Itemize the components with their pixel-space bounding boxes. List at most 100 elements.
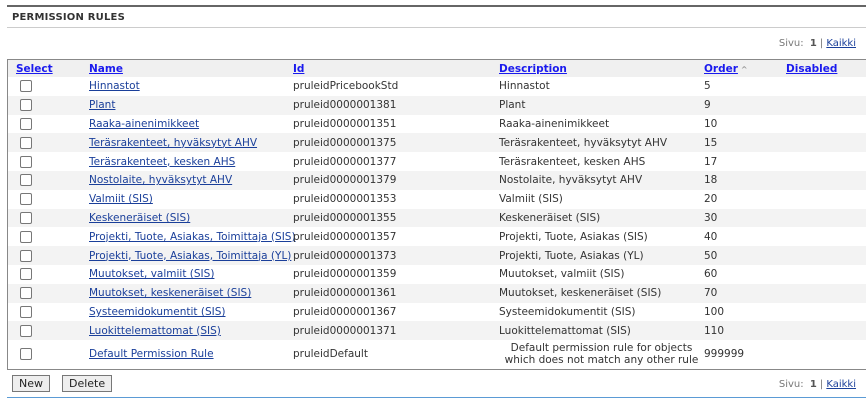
pager-all-link[interactable]: Kaikki [826, 379, 856, 390]
rule-description: Teräsrakenteet, kesken AHS [499, 155, 646, 168]
delete-button[interactable]: Delete [62, 375, 113, 392]
rule-disabled [786, 170, 866, 190]
table-row: Raaka-ainenimikkeet pruleid0000001351 Ra… [8, 115, 866, 134]
rule-order: 60 [704, 268, 718, 281]
row-select-checkbox[interactable] [20, 136, 32, 149]
rule-disabled [786, 77, 866, 96]
rule-order: 999999 [704, 348, 745, 361]
pager-top: Sivu: 1 | Kaikki [779, 38, 856, 49]
table-row: Nostolaite, hyväksytyt AHV pruleid000000… [8, 170, 866, 190]
rule-order: 18 [704, 170, 786, 190]
rule-name-link[interactable]: Teräsrakenteet, hyväksytyt AHV [89, 136, 258, 149]
table-row: Systeemidokumentit (SIS) pruleid00000013… [8, 303, 866, 322]
rule-name-link[interactable]: Default Permission Rule [89, 348, 214, 361]
row-select-checkbox[interactable] [20, 117, 32, 130]
rule-id: pruleid0000001357 [293, 230, 397, 243]
rule-name-link[interactable]: Valmiit (SIS) [89, 193, 153, 206]
rule-id: pruleid0000001373 [293, 246, 499, 265]
column-header-id[interactable]: Id [293, 62, 305, 75]
row-select-checkbox[interactable] [20, 193, 32, 206]
column-header-select[interactable]: Select [16, 62, 53, 75]
rule-id: pruleid0000001367 [293, 305, 397, 318]
row-select-checkbox[interactable] [20, 230, 32, 243]
rule-disabled [786, 227, 866, 246]
row-select-checkbox[interactable] [20, 155, 32, 168]
rule-disabled [786, 340, 866, 368]
rule-disabled [786, 190, 866, 209]
table-row: Valmiit (SIS) pruleid0000001353 Valmiit … [8, 190, 866, 209]
pager-all-link[interactable]: Kaikki [826, 38, 856, 49]
pager-page[interactable]: 1 [809, 379, 817, 390]
rule-order: 5 [704, 80, 711, 93]
rule-disabled [786, 152, 866, 171]
column-header-description[interactable]: Description [499, 62, 567, 75]
rule-id: pruleid0000001359 [293, 268, 397, 281]
table-row: Muutokset, keskeneräiset (SIS) pruleid00… [8, 283, 866, 303]
rule-order: 10 [704, 117, 718, 130]
rule-order: 70 [704, 283, 786, 303]
row-select-checkbox[interactable] [20, 211, 32, 224]
rule-name-link[interactable]: Plant [89, 99, 116, 112]
rule-name-link[interactable]: Keskeneräiset (SIS) [89, 211, 191, 224]
rule-order: 110 [704, 321, 786, 341]
rule-id: pruleid0000001355 [293, 208, 499, 228]
row-select-checkbox[interactable] [20, 174, 32, 187]
rule-description: Projekti, Tuote, Asiakas (SIS) [499, 230, 648, 243]
rule-name-link[interactable]: Teräsrakenteet, kesken AHS [89, 155, 236, 168]
rule-disabled [786, 133, 866, 153]
column-header-order[interactable]: Order [704, 62, 738, 75]
column-header-disabled[interactable]: Disabled [786, 62, 838, 75]
rule-disabled [786, 265, 866, 284]
row-select-checkbox[interactable] [20, 99, 32, 112]
table-row: Projekti, Tuote, Asiakas, Toimittaja (YL… [8, 246, 866, 265]
rule-id: pruleid0000001353 [293, 193, 397, 206]
rule-id: pruleid0000001361 [293, 283, 499, 303]
rule-description: Teräsrakenteet, hyväksytyt AHV [499, 133, 704, 153]
rule-id: pruleid0000001351 [293, 117, 397, 130]
new-button[interactable]: New [12, 375, 50, 392]
table-row: Default Permission Rule pruleidDefault D… [8, 340, 866, 368]
row-select-checkbox[interactable] [20, 324, 32, 337]
rule-order: 17 [704, 155, 718, 168]
rule-order: 30 [704, 208, 786, 228]
column-header-name[interactable]: Name [89, 62, 123, 75]
rule-name-link[interactable]: Hinnastot [89, 80, 140, 93]
rule-description: Keskeneräiset (SIS) [499, 208, 704, 228]
rule-name-link[interactable]: Muutokset, keskeneräiset (SIS) [89, 287, 252, 300]
rule-name-link[interactable]: Projekti, Tuote, Asiakas, Toimittaja (SI… [89, 230, 296, 243]
rule-disabled [786, 246, 866, 265]
rule-name-link[interactable]: Nostolaite, hyväksytyt AHV [89, 174, 233, 187]
rule-name-link[interactable]: Projekti, Tuote, Asiakas, Toimittaja (YL… [89, 249, 292, 262]
pager-bottom: Sivu: 1 | Kaikki [779, 379, 856, 390]
rule-order: 100 [704, 305, 725, 318]
row-select-checkbox[interactable] [20, 80, 32, 93]
rule-description: Hinnastot [499, 80, 550, 93]
row-select-checkbox[interactable] [20, 348, 32, 361]
rule-description: Raaka-ainenimikkeet [499, 117, 610, 130]
pager-page[interactable]: 1 [809, 38, 817, 49]
rule-id: pruleidDefault [293, 348, 368, 361]
pager-separator: | [819, 379, 824, 390]
rule-order: 9 [704, 95, 786, 115]
rule-id: pruleid0000001381 [293, 95, 499, 115]
chevron-up-icon: ^ [740, 64, 748, 74]
rule-id: pruleid0000001375 [293, 133, 499, 153]
row-select-checkbox[interactable] [20, 305, 32, 318]
pager-label: Sivu: [778, 38, 804, 49]
pager-label: Sivu: [778, 379, 804, 390]
table-header: Select Name Id Description Order ^ Disabl… [8, 60, 866, 77]
row-select-checkbox[interactable] [20, 287, 32, 300]
rule-disabled [786, 321, 866, 341]
rule-name-link[interactable]: Systeemidokumentit (SIS) [89, 305, 226, 318]
rule-order: 40 [704, 230, 718, 243]
row-select-checkbox[interactable] [20, 268, 32, 281]
rule-description: Projekti, Tuote, Asiakas (YL) [499, 246, 704, 265]
rule-name-link[interactable]: Raaka-ainenimikkeet [89, 117, 200, 130]
rule-id: pruleid0000001371 [293, 321, 499, 341]
rule-name-link[interactable]: Luokittelemattomat (SIS) [89, 324, 221, 337]
row-select-checkbox[interactable] [20, 249, 32, 262]
rule-order: 50 [704, 246, 786, 265]
rule-name-link[interactable]: Muutokset, valmiit (SIS) [89, 268, 215, 281]
rule-order: 15 [704, 133, 786, 153]
rule-description: Plant [499, 95, 704, 115]
